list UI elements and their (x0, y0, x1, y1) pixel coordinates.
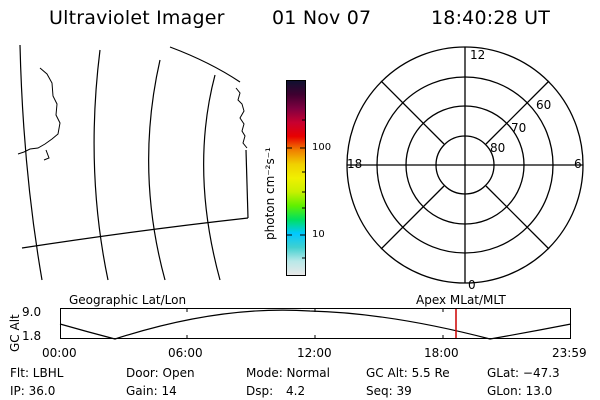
map-meridian (169, 46, 241, 83)
status-flt: Flt: LBHL (10, 366, 64, 380)
polar-diagonal (485, 80, 550, 145)
observation-date: 01 Nov 07 (272, 7, 372, 29)
geographic-map (17, 44, 249, 281)
status-seq: Seq: 39 (366, 384, 412, 398)
timeline-xtick: 00:00 (42, 346, 77, 360)
instrument-title: Ultraviolet Imager (49, 7, 225, 29)
polar-label-right: 6 (574, 157, 582, 171)
timeline-axis-wrapper: GC Alt (8, 314, 22, 362)
polar-label-top: 12 (470, 48, 486, 62)
status-mode: Mode: Normal (246, 366, 330, 380)
colorbar-tick-label: 10 (312, 229, 325, 240)
coastline (235, 87, 248, 149)
status-ip: IP: 36.0 (10, 384, 56, 398)
timeline-xtick: 12:00 (297, 346, 332, 360)
status-dsp-label: Dsp: (246, 384, 274, 398)
map-meridian (93, 49, 109, 281)
polar-diagonal (380, 185, 445, 250)
coastline (17, 67, 61, 161)
altitude-curve (59, 309, 572, 340)
status-glat: GLat: −47.3 (487, 366, 560, 380)
colorbar-ticks (286, 119, 306, 259)
polar-ring-label: 70 (511, 121, 527, 135)
polar-plot (346, 46, 584, 284)
timeline-axis-label: GC Alt (8, 314, 22, 352)
map-parallel (21, 217, 249, 249)
colorbar-unit-wrapper: photon cm⁻²s⁻¹ (263, 147, 277, 250)
map-meridian (148, 59, 166, 281)
status-door: Door: Open (126, 366, 195, 380)
timeline-xtick: 06:00 (168, 346, 203, 360)
map-edge (245, 149, 249, 219)
polar-label-left: 18 (347, 157, 363, 171)
polar-ring-label: 60 (536, 98, 552, 112)
timeline-xtick: 18:00 (424, 346, 459, 360)
timeline-xtick: 23:59 (552, 346, 587, 360)
map-meridian (203, 74, 221, 281)
status-gc-alt: GC Alt: 5.5 Re (366, 366, 450, 380)
altitude-timeline (59, 308, 572, 340)
map-meridian (19, 44, 43, 281)
polar-diagonal (380, 80, 445, 145)
polar-label-bottom: 0 (468, 278, 476, 292)
timeline-ymax: 9.0 (22, 305, 42, 319)
polar-ring-label: 80 (490, 141, 506, 155)
status-gain: Gain: 14 (126, 384, 177, 398)
timeline-left-label: Geographic Lat/Lon (69, 293, 187, 307)
status-dsp-value: 4.2 (286, 384, 306, 398)
colorbar (286, 80, 306, 276)
timeline-right-label: Apex MLat/MLT (416, 293, 506, 307)
status-glon: GLon: 13.0 (487, 384, 553, 398)
timeline-ymin: 1.8 (22, 329, 42, 343)
observation-time: 18:40:28 UT (431, 7, 551, 29)
polar-diagonal (485, 185, 550, 250)
colorbar-unit-label: photon cm⁻²s⁻¹ (263, 147, 277, 240)
colorbar-tick-label: 100 (312, 142, 332, 153)
